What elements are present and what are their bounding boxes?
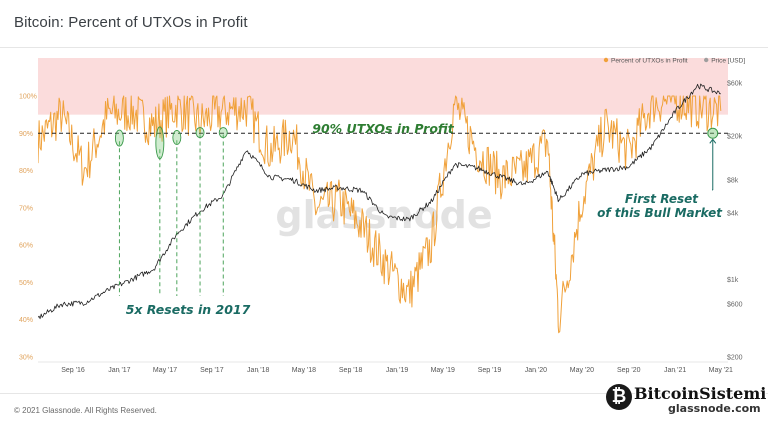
x-tick-label: May '18 bbox=[292, 367, 316, 374]
y-right-tick-label: $8k bbox=[727, 177, 739, 184]
first-reset-marker bbox=[707, 127, 719, 139]
x-tick-label: Sep '18 bbox=[339, 367, 363, 374]
x-tick-label: Sep '16 bbox=[61, 367, 85, 374]
footer-divider bbox=[0, 393, 768, 394]
y-left-tick-label: 30% bbox=[19, 355, 33, 362]
x-tick-label: Sep '17 bbox=[200, 367, 224, 374]
resets-annotation: 5x Resets in 2017 bbox=[126, 302, 251, 317]
x-tick-label: Jan '21 bbox=[664, 367, 686, 374]
y-right-tick-label: $4k bbox=[727, 211, 739, 218]
y-right-tick-label: $200 bbox=[727, 355, 743, 362]
glassnode-watermark: glassnode bbox=[275, 193, 492, 237]
y-right-tick-label: $60k bbox=[727, 81, 743, 88]
x-tick-label: May '17 bbox=[153, 367, 177, 374]
price-series-line bbox=[38, 83, 721, 320]
reset-2017-marker bbox=[218, 127, 228, 139]
legend-label: Price [USD] bbox=[711, 58, 745, 65]
reset-2017-marker bbox=[195, 127, 205, 139]
x-tick-label: May '21 bbox=[709, 367, 733, 374]
y-left-tick-label: 60% bbox=[19, 243, 33, 250]
reset-2017-marker bbox=[155, 126, 165, 160]
y-right-tick-label: $20k bbox=[727, 133, 743, 140]
page-title: Bitcoin: Percent of UTXOs in Profit bbox=[14, 14, 248, 31]
x-tick-label: Sep '19 bbox=[478, 367, 502, 374]
y-left-tick-label: 70% bbox=[19, 205, 33, 212]
y-left-tick-label: 40% bbox=[19, 317, 33, 324]
x-tick-label: May '19 bbox=[431, 367, 455, 374]
legend-label: Percent of UTXOs in Profit bbox=[611, 58, 688, 65]
threshold-annotation: 90% UTXOs in Profit bbox=[312, 121, 454, 136]
x-tick-label: Sep '20 bbox=[617, 367, 641, 374]
legend-swatch bbox=[704, 57, 709, 63]
first-reset-annotation-line1: First Reset bbox=[625, 192, 699, 206]
reset-2017-marker bbox=[114, 129, 124, 147]
badge-sub: glassnode.com bbox=[668, 402, 761, 415]
y-left-tick-label: 100% bbox=[19, 94, 37, 101]
copyright-text: © 2021 Glassnode. All Rights Reserved. bbox=[14, 406, 157, 415]
x-tick-label: Jan '20 bbox=[525, 367, 547, 374]
bitcoinsistemi-badge: ₿ BitcoinSistemi glassnode.com bbox=[606, 382, 766, 422]
x-tick-label: Jan '17 bbox=[108, 367, 130, 374]
reset-2017-marker bbox=[172, 130, 182, 145]
y-left-tick-label: 90% bbox=[19, 131, 33, 138]
x-tick-label: Jan '18 bbox=[247, 367, 269, 374]
y-left-tick-label: 50% bbox=[19, 280, 33, 287]
bitcoin-logo-icon: ₿ bbox=[606, 384, 632, 410]
x-tick-label: Jan '19 bbox=[386, 367, 408, 374]
profit-series-line bbox=[38, 95, 722, 334]
first-reset-annotation-line2: of this Bull Market bbox=[597, 206, 723, 220]
badge-brand: BitcoinSistemi bbox=[634, 384, 767, 403]
profit-highlight-band bbox=[38, 58, 728, 115]
y-left-tick-label: 80% bbox=[19, 168, 33, 175]
y-right-tick-label: $1k bbox=[727, 277, 739, 284]
y-right-tick-label: $600 bbox=[727, 302, 743, 309]
first-reset-arrow-icon bbox=[709, 138, 717, 144]
x-tick-label: May '20 bbox=[570, 367, 594, 374]
header-divider bbox=[0, 47, 768, 48]
legend-swatch bbox=[603, 57, 609, 63]
